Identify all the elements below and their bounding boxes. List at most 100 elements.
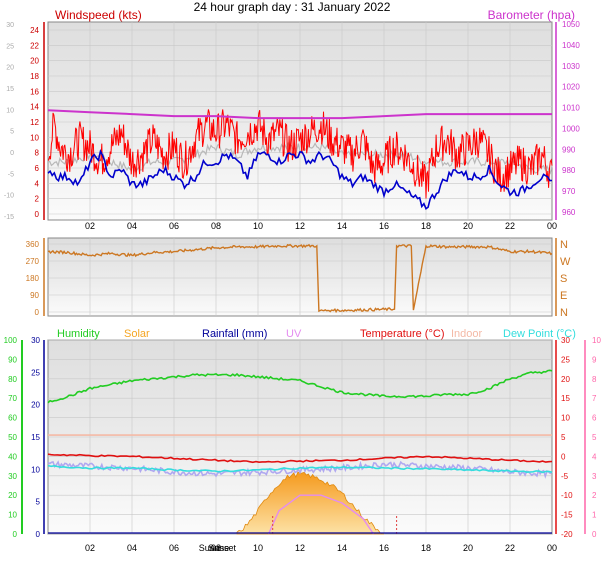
barometer-tick-label: 1000 <box>562 124 580 133</box>
panel1-time-label: 06 <box>169 221 179 231</box>
panel1-time-label: 16 <box>379 221 389 231</box>
uv-tick-label: 1 <box>592 511 597 520</box>
panel3-time-label: 08 <box>211 543 221 553</box>
barometer-tick-label: 980 <box>562 166 576 175</box>
rainfall-tick-label: 0 <box>36 530 41 539</box>
dew-point-line <box>47 464 553 474</box>
humidity-tick-label: 100 <box>4 336 18 345</box>
rainfall-tick-label: 30 <box>31 336 40 345</box>
uv-tick-label: 8 <box>592 375 597 384</box>
humidity-tick-label: 90 <box>8 355 17 364</box>
panel3-time-label: 18 <box>421 543 431 553</box>
panel2-series <box>47 243 553 314</box>
windspeed-tick-label: 20 <box>30 57 39 66</box>
panel1-series <box>47 109 553 210</box>
direction-degree-tick: 180 <box>26 274 40 283</box>
compass-tick-label: N <box>560 239 568 251</box>
panel3-legend: Humidity Solar Rainfall (mm) UV Temperature … <box>57 328 576 340</box>
temperature-tick-label: 25 <box>561 355 570 364</box>
panel1-time-label: 14 <box>337 221 347 231</box>
temperature-tick-label: 0 <box>561 452 566 461</box>
direction-degree-tick: 360 <box>26 240 40 249</box>
secondary-tick-label: 30 <box>6 22 14 29</box>
windspeed-tick-label: 18 <box>30 72 39 81</box>
direction-degree-tick: 0 <box>35 308 40 317</box>
legend-label: Temperature (°C) <box>360 328 444 340</box>
temperature-tick-label: -5 <box>561 472 569 481</box>
humidity-tick-label: 30 <box>8 472 17 481</box>
barometer-line <box>47 109 552 120</box>
panel1-time-label: 04 <box>127 221 137 231</box>
secondary-tick-label: 25 <box>6 43 14 50</box>
rainfall-tick-label: 15 <box>31 433 40 442</box>
compass-tick-label: W <box>560 256 571 268</box>
secondary-tick-label: -15 <box>4 214 14 221</box>
panel3-time-label: 16 <box>379 543 389 553</box>
temperature-tick-label: -15 <box>561 511 573 520</box>
barometer-tick-label: 1020 <box>562 83 580 92</box>
panel3-time-label: 14 <box>337 543 347 553</box>
temperature-tick-label: -10 <box>561 491 573 500</box>
windspeed-tick-label: 14 <box>30 103 39 112</box>
panel1-time-label: 02 <box>85 221 95 231</box>
compass-tick-label: E <box>560 290 567 302</box>
windspeed-tick-label: 24 <box>30 26 39 35</box>
panel1-time-label: 00 <box>547 221 557 231</box>
windspeed-tick-label: 4 <box>35 179 40 188</box>
humidity-line <box>47 369 553 404</box>
sunrise-label: Sunrise <box>199 543 230 553</box>
humidity-tick-label: 80 <box>8 375 17 384</box>
sunset-label: Sunset <box>208 543 237 553</box>
uv-tick-label: 2 <box>592 491 597 500</box>
windspeed-tick-label: 12 <box>30 118 39 127</box>
panel1-time-label: 18 <box>421 221 431 231</box>
temperature-line <box>47 453 553 464</box>
uv-tick-label: 6 <box>592 414 597 423</box>
panel3-time-label: 12 <box>295 543 305 553</box>
barometer-tick-label: 1040 <box>562 41 580 50</box>
secondary-tick-label: 15 <box>6 86 14 93</box>
panel3-time-label: 10 <box>253 543 263 553</box>
uv-tick-label: 9 <box>592 355 597 364</box>
panel3-series <box>47 369 553 535</box>
barometer-tick-label: 1030 <box>562 62 580 71</box>
barometer-tick-label: 1050 <box>562 20 580 29</box>
uv-tick-label: 10 <box>592 336 601 345</box>
compass-tick-label: N <box>560 307 568 319</box>
panel1-time-label: 12 <box>295 221 305 231</box>
humidity-tick-label: 70 <box>8 394 17 403</box>
direction-degree-tick: 90 <box>30 291 39 300</box>
panel3-time-label: 22 <box>505 543 515 553</box>
barometer-tick-label: 970 <box>562 187 576 196</box>
windspeed-tick-label: 22 <box>30 41 39 50</box>
secondary-tick-label: 0 <box>10 150 14 157</box>
uv-line <box>267 494 375 535</box>
panel1-time-label: 08 <box>211 221 221 231</box>
humidity-tick-label: 60 <box>8 414 17 423</box>
legend-label: Solar <box>124 328 150 340</box>
temperature-tick-label: 30 <box>561 336 570 345</box>
secondary-tick-label: 10 <box>6 107 14 114</box>
panel3-time-label: 06 <box>169 543 179 553</box>
uv-tick-label: 7 <box>592 394 597 403</box>
windspeed-tick-label: 6 <box>35 164 40 173</box>
compass-tick-label: S <box>560 273 567 285</box>
legend-label: UV <box>286 328 302 340</box>
windspeed-axis-title: Windspeed (kts) <box>55 8 142 22</box>
uv-tick-label: 5 <box>592 433 597 442</box>
panel3-time-label: 04 <box>127 543 137 553</box>
rainfall-tick-label: 10 <box>31 465 40 474</box>
panel3-axes: 1009080706050403020100302520151050302520… <box>4 336 602 553</box>
panel1-time-label: 10 <box>253 221 263 231</box>
humidity-tick-label: 40 <box>8 452 17 461</box>
panel3-time-label: 00 <box>547 543 557 553</box>
panel1-time-label: 22 <box>505 221 515 231</box>
legend-label: Humidity <box>57 328 100 340</box>
humidity-tick-label: 20 <box>8 491 17 500</box>
chart-title: 24 hour graph day : 31 January 2022 <box>194 0 391 14</box>
barometer-axis-title: Barometer (hpa) <box>488 8 575 22</box>
solar-area <box>236 471 384 535</box>
barometer-tick-label: 1010 <box>562 104 580 113</box>
